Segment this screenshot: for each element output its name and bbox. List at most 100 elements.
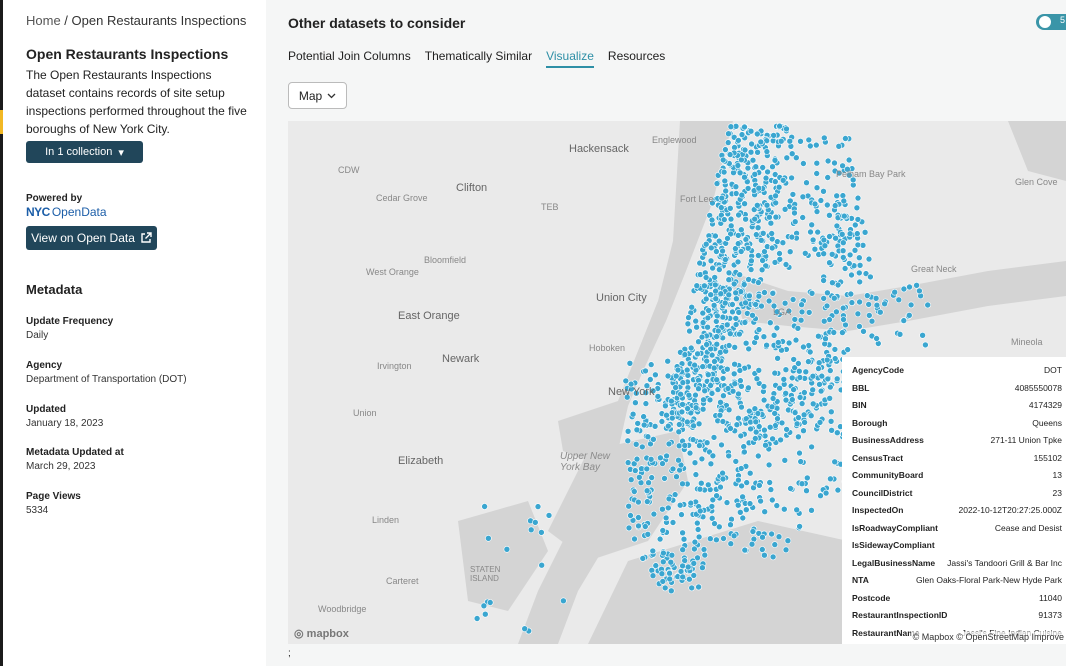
inspection-point[interactable] [767, 486, 775, 493]
inspection-point[interactable] [795, 360, 802, 367]
inspection-point[interactable] [796, 374, 804, 381]
inspection-point[interactable] [845, 156, 853, 164]
inspection-point[interactable] [735, 211, 742, 219]
inspection-point[interactable] [822, 489, 830, 497]
inspection-point[interactable] [774, 238, 781, 245]
inspection-point[interactable] [722, 146, 729, 153]
inspection-point[interactable] [679, 401, 686, 408]
inspection-point[interactable] [808, 290, 816, 297]
inspection-point[interactable] [768, 244, 776, 252]
inspection-point[interactable] [675, 421, 683, 428]
inspection-point[interactable] [718, 441, 725, 449]
inspection-point[interactable] [841, 265, 849, 272]
inspection-point[interactable] [737, 226, 745, 233]
inspection-point[interactable] [685, 391, 693, 399]
inspection-point[interactable] [762, 441, 769, 449]
inspection-point[interactable] [922, 341, 929, 349]
inspection-point[interactable] [745, 384, 752, 392]
inspection-point[interactable] [798, 308, 806, 316]
inspection-point[interactable] [797, 458, 805, 465]
inspection-point[interactable] [667, 558, 675, 566]
inspection-point[interactable] [763, 341, 770, 349]
inspection-point[interactable] [778, 419, 786, 427]
inspection-point[interactable] [736, 367, 744, 374]
inspection-point[interactable] [729, 387, 737, 395]
inspection-point[interactable] [740, 281, 748, 288]
inspection-point[interactable] [725, 342, 733, 349]
inspection-point[interactable] [752, 428, 760, 436]
inspection-point[interactable] [776, 122, 783, 130]
inspection-point[interactable] [695, 385, 702, 393]
inspection-point[interactable] [855, 269, 863, 277]
inspection-point[interactable] [822, 335, 829, 342]
inspection-point[interactable] [681, 351, 689, 358]
inspection-point[interactable] [702, 295, 710, 303]
inspection-point[interactable] [717, 349, 724, 356]
inspection-point[interactable] [769, 290, 777, 297]
inspection-point[interactable] [896, 331, 904, 338]
inspection-point[interactable] [781, 299, 789, 307]
inspection-point[interactable] [666, 569, 673, 577]
inspection-point[interactable] [771, 369, 779, 377]
inspection-point[interactable] [761, 551, 768, 559]
inspection-point[interactable] [627, 476, 635, 484]
inspection-point[interactable] [659, 460, 666, 467]
inspection-point[interactable] [919, 332, 926, 339]
inspection-point[interactable] [780, 375, 788, 383]
inspection-point[interactable] [769, 435, 776, 443]
inspection-point[interactable] [623, 393, 631, 401]
breadcrumb-home-link[interactable]: Home [26, 13, 61, 28]
inspection-point[interactable] [865, 312, 873, 319]
inspection-point[interactable] [701, 387, 709, 395]
inspection-point[interactable] [724, 385, 732, 392]
inspection-point[interactable] [770, 302, 778, 310]
inspection-point[interactable] [732, 245, 739, 252]
inspection-point[interactable] [845, 171, 853, 179]
inspection-point[interactable] [631, 467, 639, 474]
inspection-point[interactable] [744, 244, 752, 252]
inspection-point[interactable] [649, 572, 657, 580]
inspection-point[interactable] [754, 148, 761, 156]
inspection-point[interactable] [644, 530, 652, 538]
inspection-point[interactable] [734, 501, 742, 509]
inspection-point[interactable] [695, 338, 702, 345]
inspection-point[interactable] [695, 376, 702, 384]
inspection-point[interactable] [744, 185, 752, 192]
collection-button[interactable]: In 1 collection ▾ [26, 141, 143, 163]
inspection-point[interactable] [672, 384, 679, 391]
inspection-point[interactable] [683, 418, 691, 426]
inspection-point[interactable] [844, 346, 852, 353]
inspection-point[interactable] [675, 456, 682, 464]
inspection-point[interactable] [698, 455, 706, 463]
inspection-point[interactable] [791, 364, 799, 371]
inspection-point[interactable] [560, 597, 567, 605]
inspection-point[interactable] [765, 297, 773, 305]
inspection-point[interactable] [748, 140, 755, 148]
inspection-point[interactable] [736, 330, 743, 338]
inspection-point[interactable] [702, 240, 710, 248]
inspection-point[interactable] [788, 396, 796, 403]
inspection-point[interactable] [668, 397, 675, 405]
inspection-point[interactable] [715, 237, 723, 245]
inspection-point[interactable] [791, 209, 798, 217]
inspection-point[interactable] [713, 248, 720, 255]
inspection-point[interactable] [693, 282, 701, 289]
inspection-point[interactable] [664, 504, 672, 512]
inspection-point[interactable] [744, 164, 752, 172]
inspection-point[interactable] [839, 247, 847, 254]
inspection-point[interactable] [742, 236, 750, 243]
view-on-open-data-button[interactable]: View on Open Data [26, 226, 157, 250]
inspection-point[interactable] [824, 289, 831, 297]
inspection-point[interactable] [642, 400, 650, 407]
inspection-point[interactable] [770, 332, 778, 339]
inspection-point[interactable] [752, 301, 759, 308]
inspection-point[interactable] [838, 231, 846, 238]
inspection-point[interactable] [669, 519, 677, 526]
inspection-point[interactable] [624, 459, 632, 466]
inspection-point[interactable] [707, 244, 715, 252]
inspection-point[interactable] [776, 384, 783, 392]
inspection-point[interactable] [868, 317, 876, 325]
inspection-point[interactable] [707, 257, 715, 265]
inspection-point[interactable] [677, 390, 684, 398]
inspection-point[interactable] [700, 546, 708, 553]
